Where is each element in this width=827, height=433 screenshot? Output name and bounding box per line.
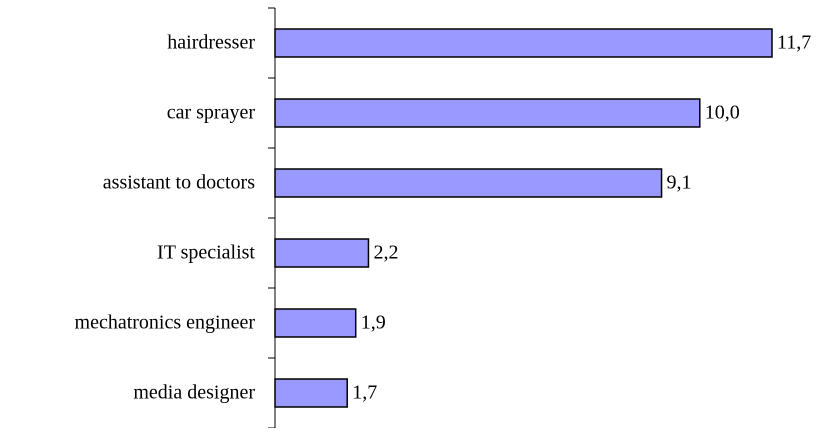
- value-label: 11,7: [777, 32, 811, 54]
- bar: [274, 308, 357, 338]
- category-label: assistant to doctors: [103, 172, 255, 194]
- category-label: media designer: [133, 382, 255, 404]
- value-label: 10,0: [705, 102, 740, 124]
- category-label: IT specialist: [157, 242, 255, 264]
- bar: [274, 378, 348, 408]
- value-label: 1,7: [352, 382, 377, 404]
- bar: [274, 238, 370, 268]
- bar: [274, 98, 701, 128]
- bar: [274, 168, 663, 198]
- category-label: mechatronics engineer: [75, 312, 256, 334]
- category-label: hairdresser: [167, 32, 255, 54]
- value-label: 9,1: [667, 172, 692, 194]
- bar: [274, 28, 773, 58]
- value-label: 2,2: [373, 242, 398, 264]
- value-label: 1,9: [361, 312, 386, 334]
- category-label: car sprayer: [167, 102, 256, 124]
